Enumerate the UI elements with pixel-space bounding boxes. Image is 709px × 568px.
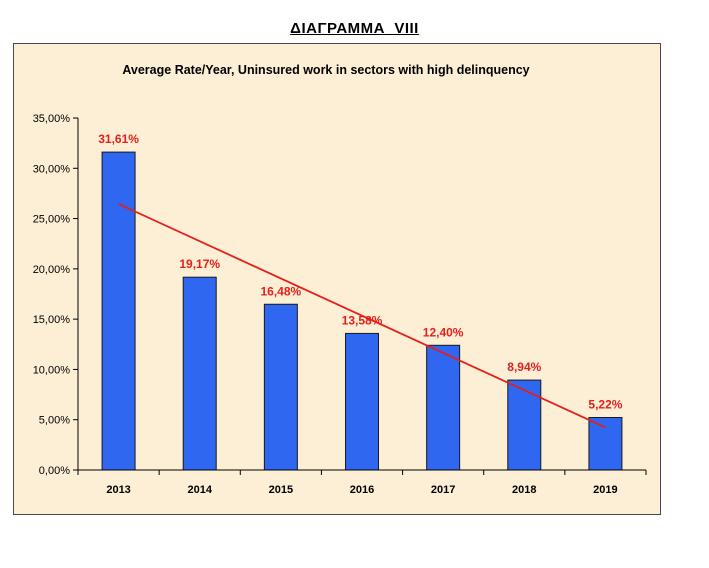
data-label: 16,48% <box>261 284 302 298</box>
y-tick-label: 20,00% <box>33 264 71 276</box>
x-tick-label: 2017 <box>431 484 455 496</box>
data-labels-group: 31,61% 19,17% 16,48% 13,58% 12,40% 8,94% 5,22% <box>98 132 623 411</box>
data-label: 5,22% <box>588 398 622 412</box>
data-label: 8,94% <box>507 360 541 374</box>
x-tick-label: 2018 <box>512 484 536 496</box>
data-label: 19,17% <box>179 257 220 271</box>
y-tick-label: 30,00% <box>33 163 71 175</box>
x-tick-label: 2013 <box>106 484 130 496</box>
chart-heading: ΔΙΑΓΡΑΜΜΑ VIII <box>290 20 419 37</box>
chart-title: Average Rate/Year, Uninsured work in sec… <box>122 63 529 77</box>
bar <box>263 303 298 471</box>
bar <box>507 379 542 471</box>
bar <box>588 417 623 471</box>
bar <box>426 344 461 471</box>
y-tick-label: 35,00% <box>33 113 71 125</box>
x-axis-group: 2013 2014 2015 2016 2017 2018 2019 <box>77 469 647 496</box>
x-tick-label: 2014 <box>187 484 212 496</box>
data-label: 13,58% <box>342 313 383 327</box>
bar <box>182 276 217 471</box>
y-tick-label: 15,00% <box>33 314 71 326</box>
data-label: 31,61% <box>98 132 139 146</box>
y-tick-label: 5,00% <box>39 415 70 427</box>
trendline <box>118 203 606 429</box>
y-tick-label: 0,00% <box>39 465 70 477</box>
chart-frame: Average Rate/Year, Uninsured work in sec… <box>13 43 661 515</box>
trendline-group <box>118 203 606 429</box>
x-tick-label: 2016 <box>350 484 374 496</box>
bar <box>101 151 136 471</box>
bars-group <box>101 151 623 471</box>
y-tick-label: 25,00% <box>33 214 71 226</box>
x-tick-label: 2015 <box>269 484 293 496</box>
y-tick-label: 10,00% <box>33 364 71 376</box>
y-axis-group: 0,00% 5,00% 10,00% 15,00% 20,00% 25,00% 30,00%… <box>33 113 79 477</box>
bar <box>345 332 379 471</box>
x-tick-label: 2019 <box>593 484 617 496</box>
bar-chart: Average Rate/Year, Uninsured work in sec… <box>33 63 647 496</box>
data-label: 12,40% <box>423 325 464 339</box>
